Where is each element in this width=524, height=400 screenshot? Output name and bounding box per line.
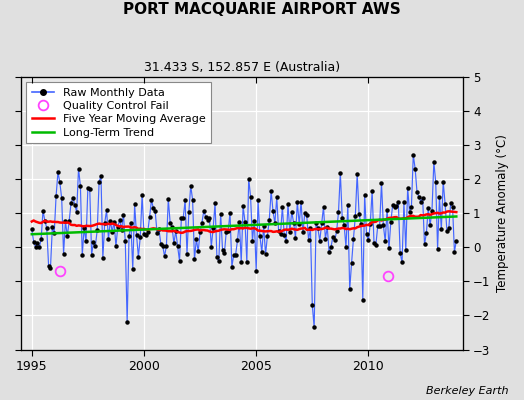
Text: PORT MACQUARIE AIRPORT AWS: PORT MACQUARIE AIRPORT AWS <box>123 2 401 17</box>
Title: 31.433 S, 152.857 E (Australia): 31.433 S, 152.857 E (Australia) <box>144 61 340 74</box>
Legend: Raw Monthly Data, Quality Control Fail, Five Year Moving Average, Long-Term Tren: Raw Monthly Data, Quality Control Fail, … <box>26 82 211 143</box>
Y-axis label: Temperature Anomaly (°C): Temperature Anomaly (°C) <box>496 134 509 292</box>
Text: Berkeley Earth: Berkeley Earth <box>426 386 508 396</box>
